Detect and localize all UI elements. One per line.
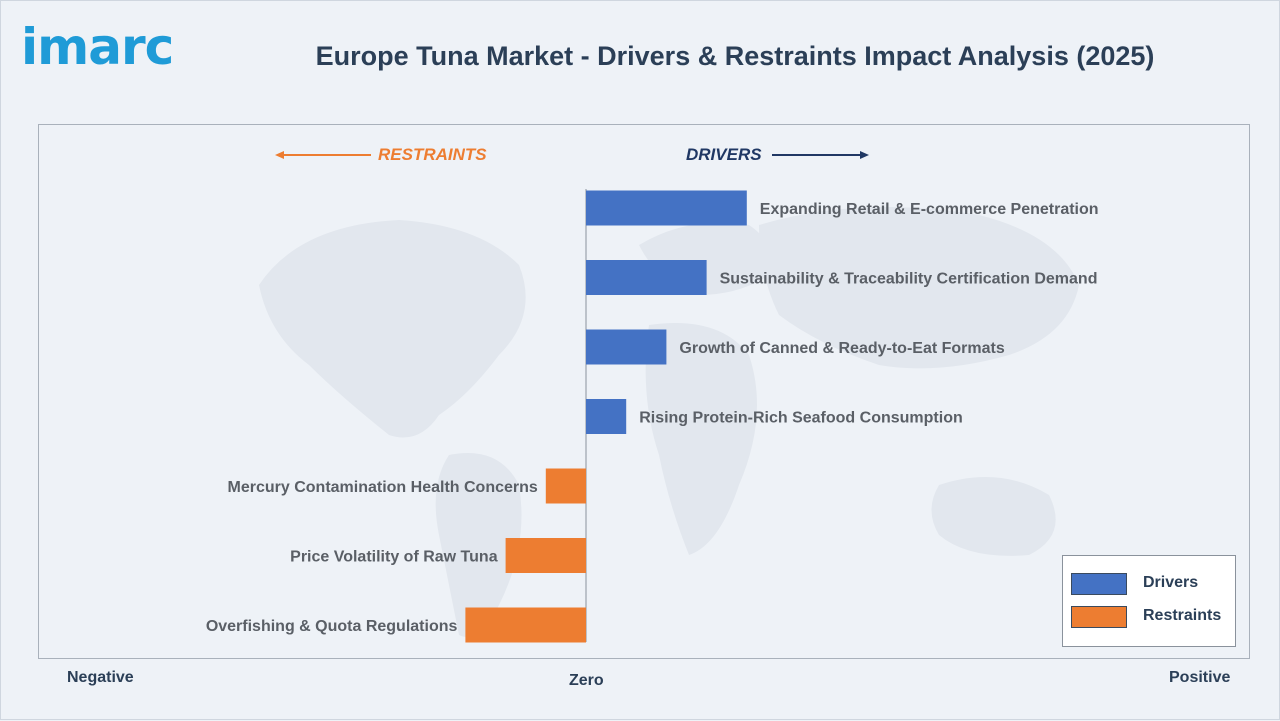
world-map-watermark [259, 207, 1079, 637]
bar-label-1: Sustainability & Traceability Certificat… [720, 271, 1098, 288]
chart-legend: Drivers Restraints [1062, 555, 1236, 647]
legend-label-restraints: Restraints [1143, 607, 1222, 624]
bar-label-6: Overfishing & Quota Regulations [206, 618, 458, 635]
drivers-arrow [772, 151, 869, 159]
legend-label-drivers: Drivers [1143, 574, 1199, 591]
bar-label-2: Growth of Canned & Ready-to-Eat Formats [679, 340, 1004, 357]
bar-label-0: Expanding Retail & E-commerce Penetratio… [760, 201, 1099, 218]
bar-label-5: Price Volatility of Raw Tuna [290, 549, 498, 566]
legend-swatch-drivers [1071, 573, 1127, 595]
imarc-logo: imarc [21, 18, 174, 76]
driver-bar-0 [586, 190, 747, 226]
restraint-bar-4 [545, 468, 586, 504]
bar-label-3: Rising Protein-Rich Seafood Consumption [639, 410, 963, 427]
axis-label-zero: Zero [569, 672, 604, 689]
driver-bar-1 [586, 260, 707, 295]
bar-label-4: Mercury Contamination Health Concerns [228, 479, 538, 496]
driver-bar-3 [586, 399, 627, 434]
restraints-arrow [275, 151, 371, 159]
axis-label-negative: Negative [67, 669, 134, 686]
axis-label-positive: Positive [1169, 669, 1231, 686]
driver-bar-2 [586, 329, 667, 365]
restraints-direction-label: RESTRAINTS [378, 145, 487, 164]
restraint-bar-6 [465, 607, 586, 643]
legend-swatch-restraints [1071, 606, 1127, 628]
plot-area: RESTRAINTS DRIVERS [38, 124, 1250, 659]
chart-title: Europe Tuna Market - Drivers & Restraint… [315, 41, 1155, 71]
restraint-bar-5 [505, 538, 586, 573]
drivers-direction-label: DRIVERS [686, 145, 762, 164]
